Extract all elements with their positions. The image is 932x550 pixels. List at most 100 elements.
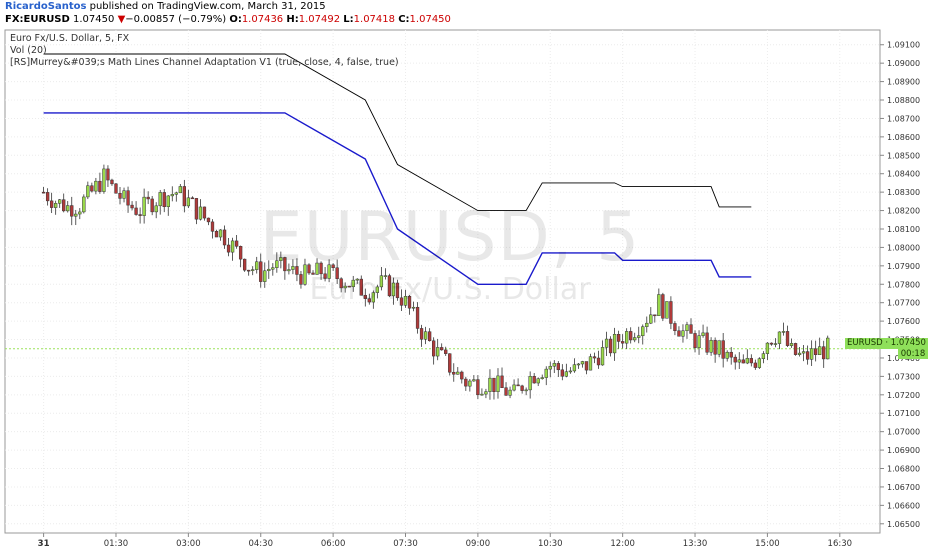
candle-up <box>379 275 384 288</box>
candle-up <box>86 185 90 198</box>
candle-up <box>488 377 492 392</box>
y-tick-label: 1.07900 <box>887 262 920 271</box>
x-tick-label: 04:30 <box>248 539 273 549</box>
candle-up <box>685 324 689 332</box>
candle-down <box>620 341 625 344</box>
candle-down <box>713 340 717 355</box>
candle-down <box>70 205 74 217</box>
candle-up <box>496 375 500 392</box>
candle-up <box>122 190 126 199</box>
y-tick-label: 1.08200 <box>887 207 920 216</box>
legend-indicator[interactable]: [RS]Murrey&#039;s Math Lines Channel Ada… <box>10 57 399 68</box>
y-tick-label: 1.08600 <box>887 133 920 142</box>
candle-up <box>604 338 609 348</box>
y-tick-label: 1.07700 <box>887 299 920 308</box>
candle-up <box>102 168 106 192</box>
candle-up <box>701 332 705 336</box>
chart-header: RicardoSantos published on TradingView.c… <box>0 0 932 28</box>
candle-up <box>303 264 307 285</box>
candle-up <box>826 337 830 360</box>
candle-up <box>484 391 488 395</box>
candle-up <box>789 343 794 346</box>
candle-up <box>480 393 484 396</box>
candle-down <box>705 332 709 353</box>
publish-text: published on TradingView.com, March 31, … <box>86 1 326 12</box>
candle-down <box>432 340 436 357</box>
candle-down <box>395 282 400 299</box>
candle-up <box>166 195 170 207</box>
candle-down <box>399 297 404 306</box>
candle-up <box>645 322 649 327</box>
publish-line: RicardoSantos published on TradingView.c… <box>5 1 326 13</box>
candle-down <box>214 231 219 238</box>
candle-down <box>234 240 239 247</box>
x-tick-label: 01:30 <box>104 539 129 549</box>
candle-up <box>681 330 685 337</box>
candle-up <box>198 206 203 220</box>
candle-up <box>548 365 552 370</box>
candle-down <box>339 278 343 289</box>
candle-up <box>528 376 532 391</box>
low-value: 1.07418 <box>353 14 396 25</box>
y-tick-label: 1.08000 <box>887 243 920 252</box>
candle-up <box>588 356 593 371</box>
candle-down <box>693 333 697 348</box>
candle-down <box>592 356 597 359</box>
candle-up <box>371 292 375 303</box>
candle-down <box>243 258 247 271</box>
candle-up <box>633 337 637 341</box>
x-tick-label: 15:00 <box>755 539 780 549</box>
candle-down <box>367 298 371 303</box>
candle-up <box>74 213 78 217</box>
y-tick-label: 1.09000 <box>887 59 920 68</box>
candle-up <box>343 285 347 289</box>
candle-up <box>818 346 822 355</box>
murrey-line-1 <box>43 112 752 285</box>
candle-up <box>142 196 146 216</box>
y-tick-label: 1.08500 <box>887 151 920 160</box>
x-tick-label: 13:30 <box>683 539 708 549</box>
candle-up <box>709 340 713 353</box>
low-label: L: <box>343 14 354 25</box>
price-chart[interactable]: 1.06500 1.06600 1.06700 1.06800 1.06900 1.070… <box>0 28 932 550</box>
candle-down <box>194 198 199 220</box>
author-link[interactable]: RicardoSantos <box>5 1 87 12</box>
candle-down <box>596 357 601 366</box>
y-tick-label: 1.08300 <box>887 188 920 197</box>
candle-down <box>608 338 613 354</box>
y-tick-label: 1.08800 <box>887 96 920 105</box>
legend-series[interactable]: Euro Fx/U.S. Dollar, 5, FX <box>10 33 130 44</box>
candle-up <box>536 378 540 384</box>
candle-up <box>649 314 653 324</box>
x-tick-label: 09:00 <box>466 539 491 549</box>
candle-up <box>777 331 782 344</box>
candle-up <box>665 301 669 319</box>
price-change: −0.00857 (−0.79%) <box>125 14 227 25</box>
candle-down <box>182 186 187 207</box>
candle-down <box>90 185 94 192</box>
candle-up <box>375 286 380 293</box>
symbol-label[interactable]: FX:EURUSD <box>5 14 70 25</box>
candle-down <box>283 257 287 272</box>
candle-down <box>749 358 753 364</box>
candle-down <box>500 375 504 388</box>
candle-up <box>94 180 98 192</box>
y-tick-label: 1.08400 <box>887 170 920 179</box>
bar-countdown: 00:18 <box>898 349 928 359</box>
candle-down <box>347 285 351 288</box>
y-tick-label: 1.07100 <box>887 409 920 418</box>
candle-down <box>741 359 745 364</box>
candle-down <box>532 376 536 384</box>
candle-up <box>468 380 472 387</box>
open-value: 1.07436 <box>241 14 284 25</box>
candle-down <box>814 348 818 355</box>
legend-volume[interactable]: Vol (20) <box>10 45 47 56</box>
candle-up <box>508 389 512 396</box>
candle-down <box>629 331 633 341</box>
candle-up <box>391 282 396 297</box>
candle-up <box>255 261 259 270</box>
candle-up <box>287 269 291 272</box>
candle-down <box>407 296 412 309</box>
y-tick-label: 1.07000 <box>887 428 920 437</box>
candle-up <box>717 340 721 355</box>
